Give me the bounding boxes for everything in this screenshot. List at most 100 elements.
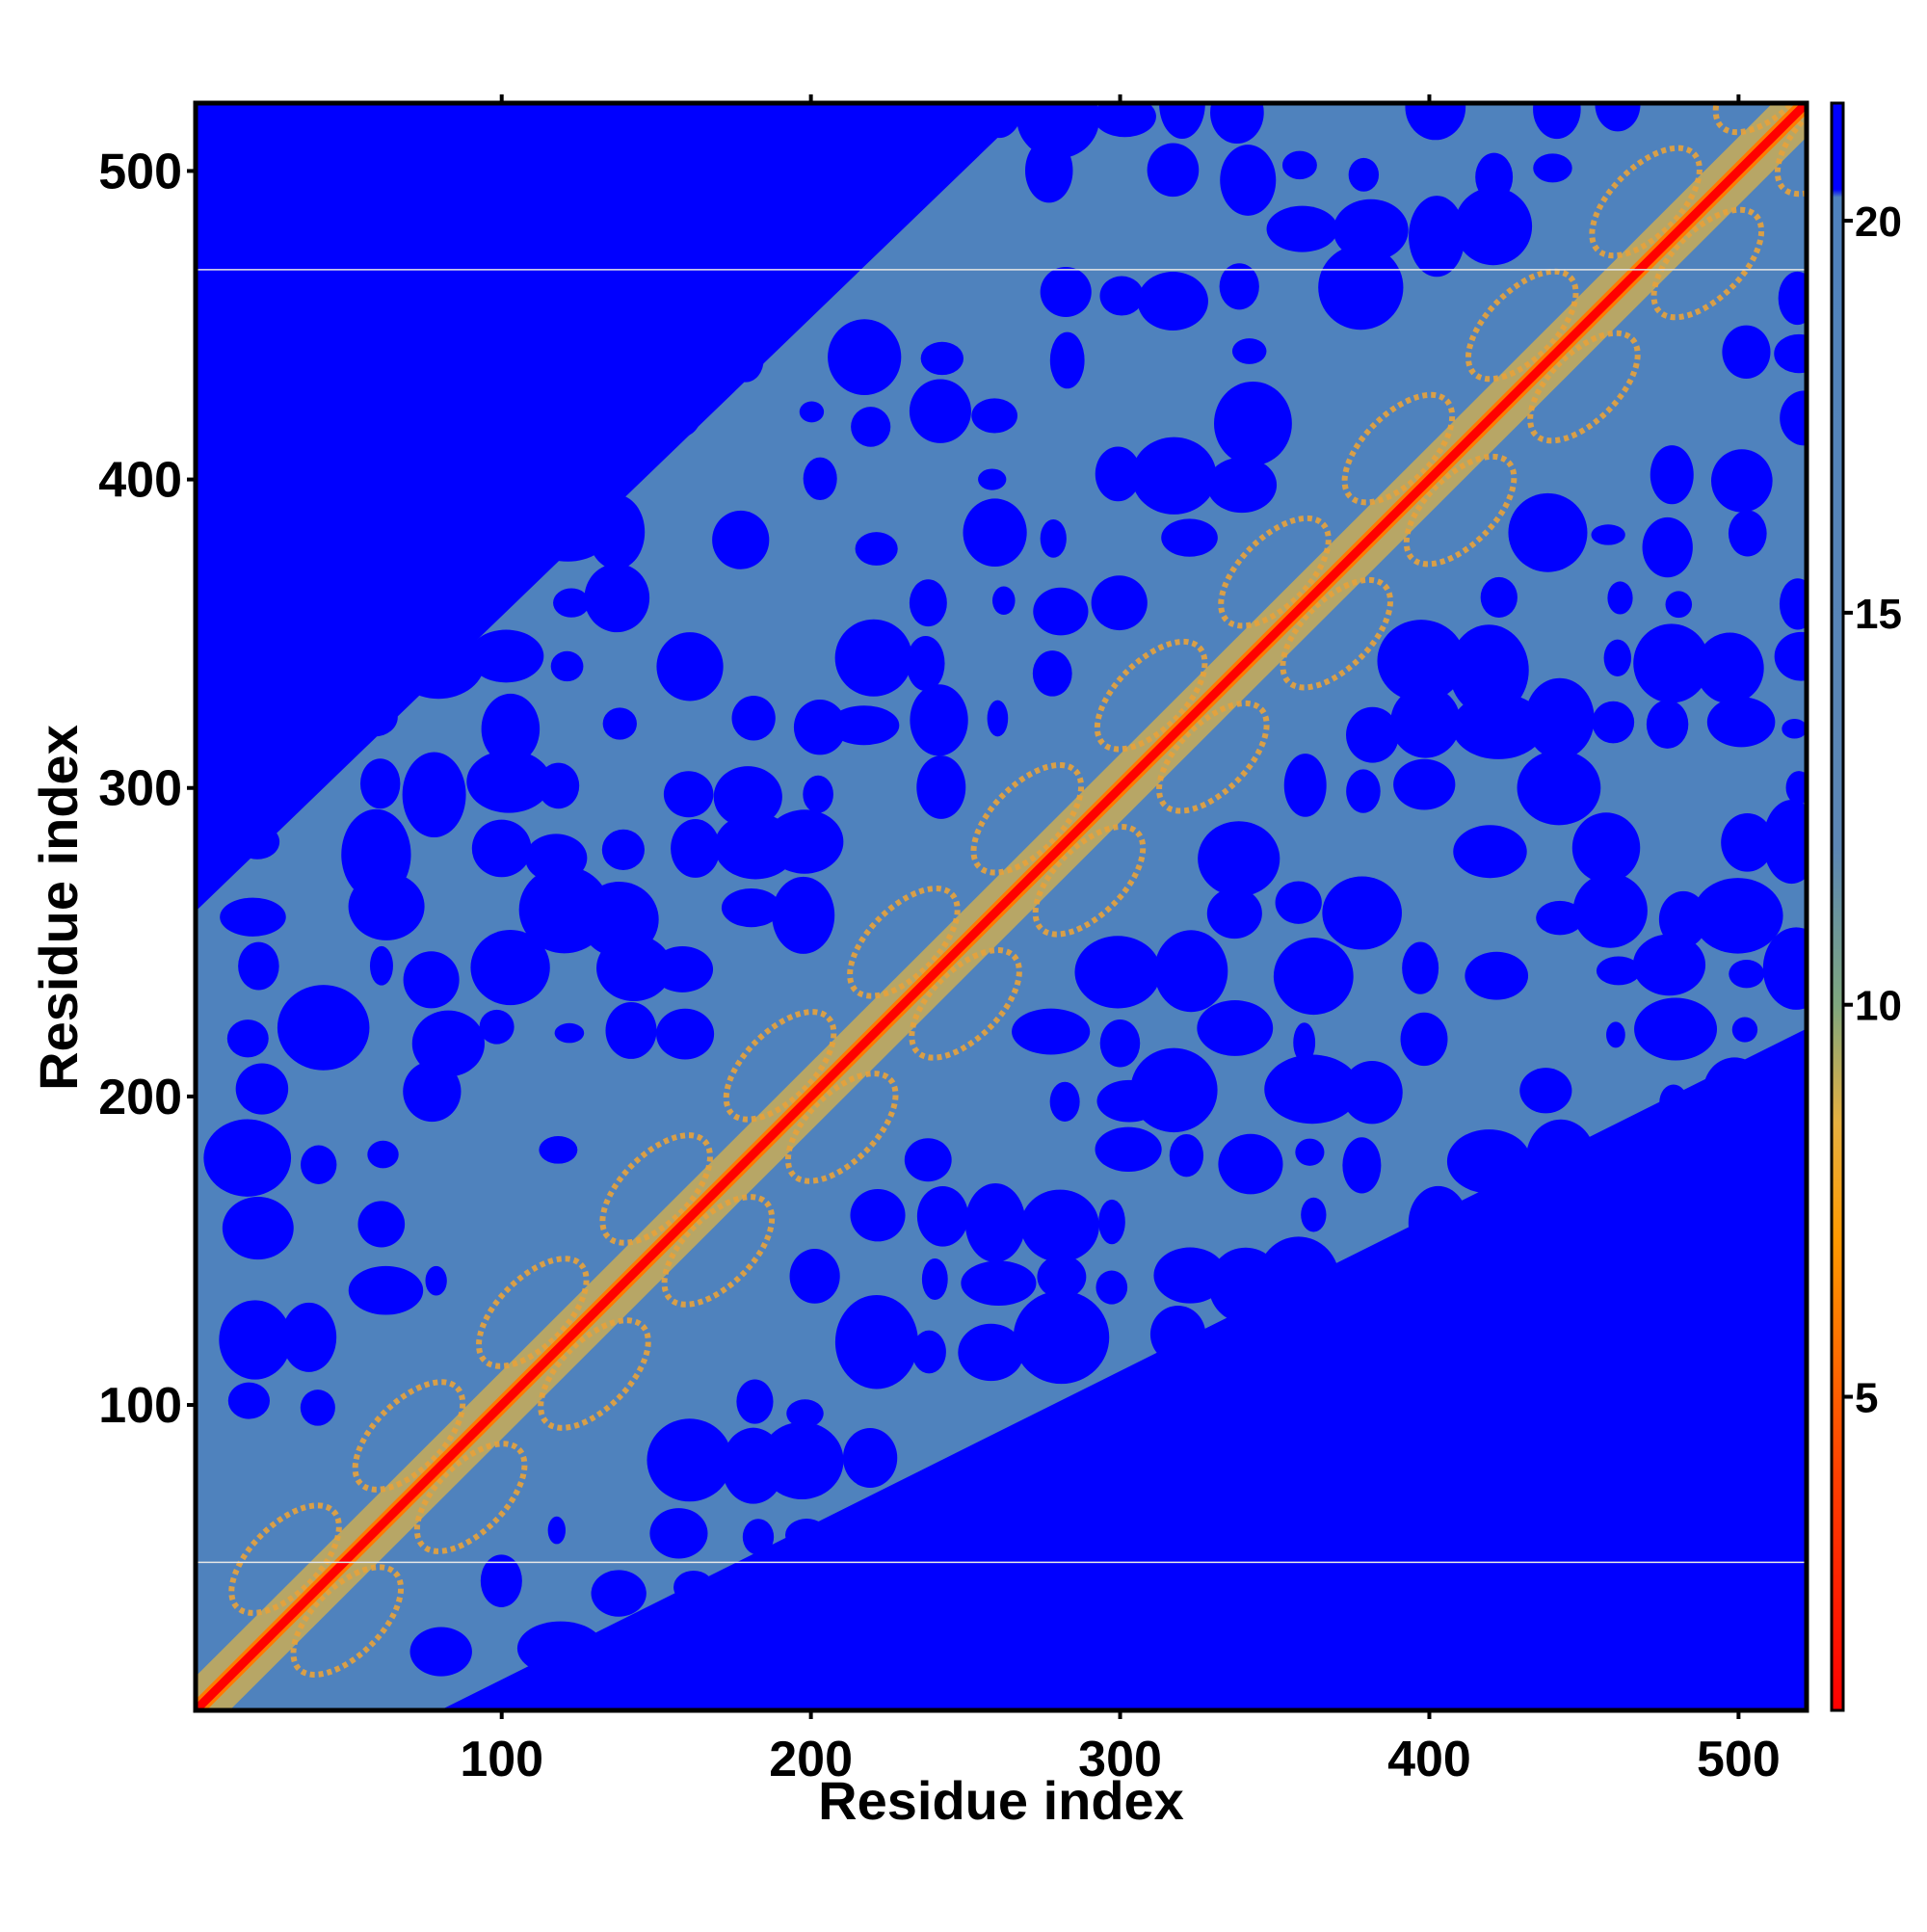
repeat-contact-ring [538,1317,651,1431]
noncontact-island [1153,1247,1227,1304]
noncontact-island [1508,492,1588,572]
y-tick-label: 300 [98,761,182,817]
noncontact-island [222,1196,294,1260]
noncontact-island [391,623,486,700]
noncontact-island [1400,1012,1448,1067]
noncontact-island [649,1508,708,1559]
noncontact-island [1169,1133,1204,1178]
noncontact-island [1465,951,1529,1000]
noncontact-island [1408,1185,1468,1260]
noncontact-island [525,505,610,562]
noncontact-island [1525,1119,1596,1198]
noncontact-island [409,1627,472,1677]
noncontact-island [1341,1061,1403,1125]
x-tick-label: 200 [769,1732,853,1787]
noncontact-island [1206,887,1262,940]
repeat-contact-ring [784,1071,899,1184]
noncontact-island [425,1265,447,1296]
noncontact-island [906,103,952,153]
noncontact-island [1778,271,1807,326]
noncontact-island [1449,624,1529,716]
noncontact-island [786,1399,824,1428]
noncontact-island [1710,449,1773,513]
noncontact-island [341,808,411,900]
noncontact-island [971,398,1018,434]
noncontact-island [1098,1199,1125,1245]
noncontact-island [760,1421,844,1499]
noncontact-island [1785,771,1807,805]
noncontact-island [1197,1000,1274,1056]
noncontact-island [1273,938,1354,1016]
noncontact-island [1731,1017,1758,1043]
noncontact-island [1533,153,1572,183]
noncontact-island [1607,581,1633,615]
noncontact-island [1405,103,1466,141]
noncontact-island [1095,1126,1162,1172]
noncontact-island [554,1022,585,1044]
noncontact-island [1105,1382,1136,1429]
noncontact-island [658,392,701,438]
noncontact-island [964,1182,1026,1263]
x-axis-label: Residue index [818,1770,1184,1831]
noncontact-island [1130,1047,1218,1133]
noncontact-island [1348,157,1380,192]
noncontact-island [470,929,550,1006]
noncontact-island [1782,719,1807,739]
noncontact-island [535,459,578,484]
noncontact-island [987,700,1009,737]
noncontact-island [1281,150,1317,180]
repeat-contact-ring [1589,145,1703,259]
noncontact-island [359,758,401,809]
noncontact-island [403,951,460,1009]
noncontact-island [1642,516,1693,578]
noncontact-island [1595,103,1641,132]
noncontact-island [1219,263,1259,310]
noncontact-island [1161,518,1218,557]
noncontact-island [1454,187,1533,266]
noncontact-island [1646,700,1689,749]
noncontact-island [1592,701,1635,744]
noncontact-island [479,1009,515,1045]
noncontact-island [603,463,635,487]
x-tick-label: 300 [1078,1732,1162,1787]
noncontact-island [1344,1274,1377,1307]
noncontact-island [369,945,393,986]
noncontact-island [906,636,945,692]
noncontact-island [1728,510,1767,557]
noncontact-island [480,1554,522,1607]
noncontact-island [909,579,947,627]
noncontact-island [909,379,971,443]
noncontact-island [834,619,912,697]
noncontact-island [1659,1084,1688,1121]
noncontact-island [1147,143,1200,198]
noncontact-island [1762,927,1807,1010]
noncontact-island [1402,941,1439,994]
noncontact-island [1634,997,1718,1061]
noncontact-island [1091,575,1148,631]
noncontact-island [786,257,822,319]
colorbar-tick-label: 10 [1855,983,1902,1030]
repeat-contact-ring [1465,268,1579,383]
noncontact-island [1409,196,1465,278]
noncontact-island [357,1201,406,1248]
x-tick-label: 500 [1697,1732,1781,1787]
noncontact-island [1774,631,1807,681]
noncontact-island [226,1019,269,1058]
noncontact-island [656,1008,715,1060]
noncontact-island [1159,103,1205,140]
colorbar: 5 10 15 20 [1830,101,1902,1712]
noncontact-island [1642,1122,1697,1186]
noncontact-island [1346,769,1381,813]
noncontact-island [1377,620,1465,702]
y-tick-label: 500 [98,144,182,199]
noncontact-island [961,1260,1037,1306]
y-tick-label: 100 [98,1378,182,1434]
noncontact-island [579,882,659,958]
noncontact-island [1415,1261,1443,1288]
noncontact-island [1020,1189,1099,1262]
noncontact-island [991,586,1016,616]
noncontact-island [663,771,714,818]
noncontact-island [1218,1133,1283,1195]
noncontact-island [656,632,724,701]
